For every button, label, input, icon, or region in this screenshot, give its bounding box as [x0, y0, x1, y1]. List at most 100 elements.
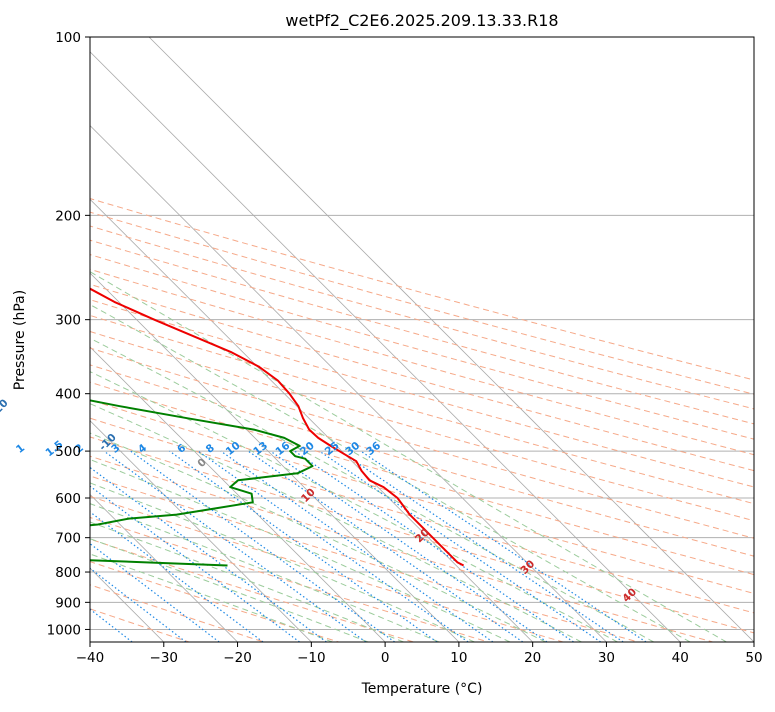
- x-tick-label: 10: [450, 650, 467, 666]
- moist-adiabat-line: [90, 521, 404, 642]
- dry-adiabat-line: [90, 225, 754, 410]
- dry-adiabat-line: [90, 347, 754, 539]
- isotherm-line: [90, 346, 386, 642]
- isotherm-label: 0: [195, 456, 209, 470]
- mixing-ratio-line: [220, 450, 494, 642]
- mixing-ratio-label: 36: [364, 440, 383, 458]
- moist-adiabat-line: [90, 271, 727, 642]
- mixing-ratio-label: 13: [251, 440, 270, 458]
- x-tick-label: −20: [223, 650, 252, 666]
- dry-adiabat-line: [90, 516, 489, 642]
- isotherm-line: [90, 493, 238, 642]
- isotherm-line: [148, 37, 754, 642]
- mixing-ratio-label: 4: [136, 442, 149, 456]
- x-tick-label: 20: [524, 650, 541, 666]
- x-tick-label: −10: [297, 650, 326, 666]
- x-tick-label: 0: [381, 650, 390, 666]
- dry-adiabat-line: [90, 283, 754, 472]
- dry-adiabat-line: [90, 381, 754, 576]
- y-tick-label: 500: [55, 444, 81, 460]
- dry-adiabat-line: [90, 211, 754, 395]
- mixing-ratio-line: [360, 450, 647, 642]
- x-tick-label: 50: [745, 650, 762, 666]
- mixing-ratio-line: [130, 450, 395, 642]
- isotherm-line: [90, 420, 312, 642]
- moist-adiabat-line: [90, 482, 475, 642]
- mixing-ratio-label: 20: [298, 440, 317, 458]
- dry-adiabat-line: [90, 268, 754, 456]
- dry-adiabat-line: [90, 254, 754, 440]
- x-tick-label: 40: [672, 650, 689, 666]
- dry-adiabat-line: [90, 239, 754, 425]
- moist-adiabat-line: [90, 553, 333, 642]
- mixing-ratio-label: 8: [204, 442, 217, 456]
- isotherm-label: 30: [518, 558, 537, 577]
- isotherm-line: [90, 272, 460, 642]
- dry-adiabat-line: [90, 475, 638, 642]
- mixing-ratio-label: 1: [14, 442, 27, 456]
- plot-frame: [89, 36, 755, 643]
- dry-adiabat-line: [90, 314, 754, 505]
- mixing-ratio-line: [90, 542, 220, 642]
- y-tick-label: 400: [55, 387, 81, 403]
- mixing-ratio-line: [339, 450, 624, 642]
- y-tick-label: 800: [55, 565, 81, 581]
- chart-title: wetPf2_C2E6.2025.209.13.33.R18: [285, 11, 558, 31]
- dry-adiabat-line: [90, 299, 754, 488]
- mixing-ratio-line: [270, 450, 548, 642]
- moist-adiabat-line: [90, 503, 440, 642]
- y-axis-label: Pressure (hPa): [12, 290, 28, 390]
- y-tick-label: 200: [55, 208, 81, 224]
- temperature-profile-line: [90, 287, 465, 567]
- mixing-ratio-line: [90, 567, 187, 642]
- mixing-ratio-line: [319, 450, 601, 642]
- mixing-ratio-line: [90, 511, 264, 642]
- tick-layer: −40 −30 −20 −10 0 10 20 30 40 5010020030040050060…: [47, 30, 763, 666]
- mixing-ratio-line: [294, 450, 574, 642]
- dry-adiabat-line: [90, 330, 754, 522]
- mixing-ratio-label: 6: [175, 442, 188, 456]
- y-tick-label: 900: [55, 595, 81, 611]
- dry-adiabat-line: [90, 436, 754, 634]
- mixing-ratio-line: [103, 450, 367, 642]
- dry-adiabat-line: [90, 538, 414, 642]
- dry-adiabat-line: [90, 364, 754, 557]
- isotherm-line: [90, 124, 607, 642]
- dewpoint-profile-line: [90, 399, 314, 567]
- dry-adiabat-line: [90, 584, 264, 642]
- dry-adiabat-line: [90, 455, 713, 642]
- dry-adiabat-line: [90, 608, 190, 642]
- x-tick-label: −40: [76, 650, 105, 666]
- moist-adiabat-line: [90, 403, 582, 642]
- moist-adiabat-line: [90, 303, 691, 642]
- x-tick-label: −30: [150, 650, 179, 666]
- dry-adiabat-line: [90, 417, 754, 614]
- isotherm-line: [90, 198, 533, 642]
- x-axis-label: Temperature (°C): [361, 681, 483, 697]
- y-tick-label: 100: [55, 30, 81, 46]
- grid-layer: [90, 37, 754, 642]
- dry-adiabat-line: [90, 198, 754, 381]
- moist-adiabat-line: [90, 371, 618, 642]
- dry-adiabat-line: [90, 495, 564, 642]
- moist-adiabat-line: [90, 337, 654, 642]
- isotherm-label: -20: [0, 397, 11, 419]
- moist-adiabat-line: [90, 432, 546, 642]
- y-tick-label: 1000: [47, 622, 81, 638]
- y-tick-label: 300: [55, 313, 81, 329]
- isotherm-line: [90, 51, 681, 642]
- mixing-ratio-line: [90, 485, 300, 642]
- dry-adiabat-line: [90, 399, 754, 595]
- mixing-ratio-line: [90, 466, 327, 642]
- y-tick-label: 700: [55, 531, 81, 547]
- mixing-ratio-line: [197, 450, 469, 642]
- data-lines-layer: [90, 287, 465, 567]
- mixing-ratio-line: [169, 450, 438, 642]
- line-labels-layer: 0.10.20.40.611.52346810131620253036-100-…: [0, 397, 639, 605]
- moist-adiabat-line: [90, 458, 511, 642]
- y-tick-label: 600: [55, 491, 81, 507]
- x-tick-label: 30: [598, 650, 615, 666]
- dry-adiabat-line: [90, 561, 339, 642]
